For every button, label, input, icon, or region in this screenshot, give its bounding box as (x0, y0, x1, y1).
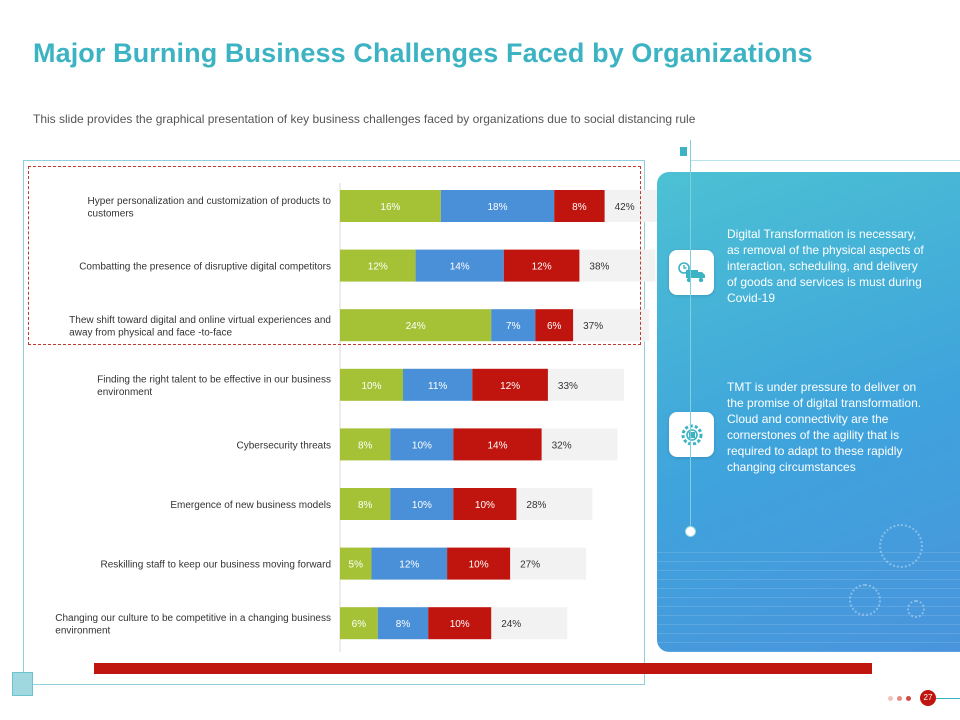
segment-label: 10% (412, 440, 432, 451)
segment-label: 14% (450, 262, 470, 273)
bar-segment (403, 368, 473, 401)
bar-segment (340, 547, 372, 580)
segment-label: 7% (506, 321, 521, 332)
segment-label: 10% (475, 500, 495, 511)
total-label: 24% (501, 619, 521, 630)
segment-label: 10% (361, 381, 381, 392)
segment-label: 18% (487, 202, 507, 213)
category-label: Changing our culture to be competitive i… (55, 613, 331, 624)
pager-dot (888, 696, 893, 701)
segment-label: 24% (406, 321, 426, 332)
page-number: 27 (920, 690, 936, 706)
bar-segment (554, 190, 605, 222)
segment-label: 16% (380, 202, 400, 213)
total-label: 27% (520, 560, 540, 571)
segment-label: 12% (368, 262, 388, 273)
bar-segment (440, 190, 555, 222)
segment-label: 12% (399, 560, 419, 571)
panel-item-2-text: TMT is under pressure to deliver on the … (727, 380, 922, 474)
delivery-truck-clock-icon (669, 250, 714, 295)
category-label: Reskilling staff to keep our business mo… (101, 560, 331, 571)
bar-segment (390, 488, 454, 520)
corner-tab-decoration (12, 672, 33, 696)
bar-segment (453, 488, 517, 520)
virus-icon (907, 600, 925, 618)
highlight-box (28, 166, 641, 345)
bar-segment (472, 368, 548, 401)
bar-segment (340, 309, 492, 342)
bar-segment (415, 249, 504, 282)
segment-label: 8% (396, 619, 411, 630)
segment-label: 12% (532, 262, 552, 273)
segment-label: 8% (572, 202, 587, 213)
segment-label: 10% (450, 619, 470, 630)
page-title: Major Burning Business Challenges Faced … (33, 38, 813, 68)
footer-line (934, 698, 960, 699)
virus-icon (849, 584, 881, 616)
total-label: 38% (589, 262, 609, 273)
segment-label: 14% (487, 440, 507, 451)
bar-segment (428, 607, 492, 640)
bar-segment (340, 190, 441, 222)
segment-label: 8% (358, 500, 373, 511)
digital-gear-icon (669, 412, 714, 457)
category-label: Finding the right talent to be effective… (97, 375, 331, 386)
pager-dot (906, 696, 911, 701)
bar-segment (453, 428, 542, 461)
category-label: away from physical and face -to-face (69, 327, 232, 338)
bar-segment (371, 547, 448, 580)
virus-icon (879, 524, 923, 568)
pager-dot (897, 696, 902, 701)
total-label: 32% (552, 440, 572, 451)
panel-item-1-text: Digital Transformation is necessary, as … (727, 227, 924, 305)
timeline-marker (680, 147, 687, 156)
category-label: Hyper personalization and customization … (88, 196, 332, 207)
segment-label: 10% (469, 560, 489, 571)
bar-segment (340, 249, 416, 282)
total-label: 42% (615, 202, 635, 213)
category-label: Thew shift toward digital and online vir… (69, 315, 331, 326)
category-label: environment (97, 387, 152, 398)
bar-segment (340, 428, 391, 461)
bar-segment (503, 249, 580, 282)
segment-label: 6% (547, 321, 562, 332)
bar-segment (340, 607, 378, 640)
segment-label: 8% (358, 440, 373, 451)
bar-segment (390, 428, 454, 461)
segment-label: 6% (352, 619, 367, 630)
page-subtitle: This slide provides the graphical presen… (33, 112, 696, 126)
bar-segment (447, 547, 511, 580)
divider-line (690, 160, 960, 161)
category-label: Cybersecurity threats (237, 440, 331, 451)
segment-label: 12% (500, 381, 520, 392)
segment-label: 11% (428, 381, 447, 392)
category-label: customers (88, 208, 134, 219)
bar-segment (535, 309, 574, 342)
info-panel: Digital Transformation is necessary, as … (657, 172, 960, 652)
total-label: 28% (526, 500, 546, 511)
segment-label: 10% (412, 500, 432, 511)
category-label: Combatting the presence of disruptive di… (79, 262, 331, 273)
total-label: 33% (558, 381, 578, 392)
bar-segment (340, 368, 403, 401)
total-label: 37% (583, 321, 603, 332)
bar-segment (340, 488, 391, 520)
timeline-dot (686, 527, 695, 536)
segment-label: 5% (349, 560, 364, 571)
category-label: Emergence of new business models (170, 500, 331, 511)
bar-segment (377, 607, 429, 640)
timeline-line (690, 140, 691, 532)
chart-frame (23, 160, 645, 685)
bar-segment (491, 309, 536, 342)
red-accent-bar (94, 663, 872, 674)
category-label: environment (55, 625, 110, 636)
